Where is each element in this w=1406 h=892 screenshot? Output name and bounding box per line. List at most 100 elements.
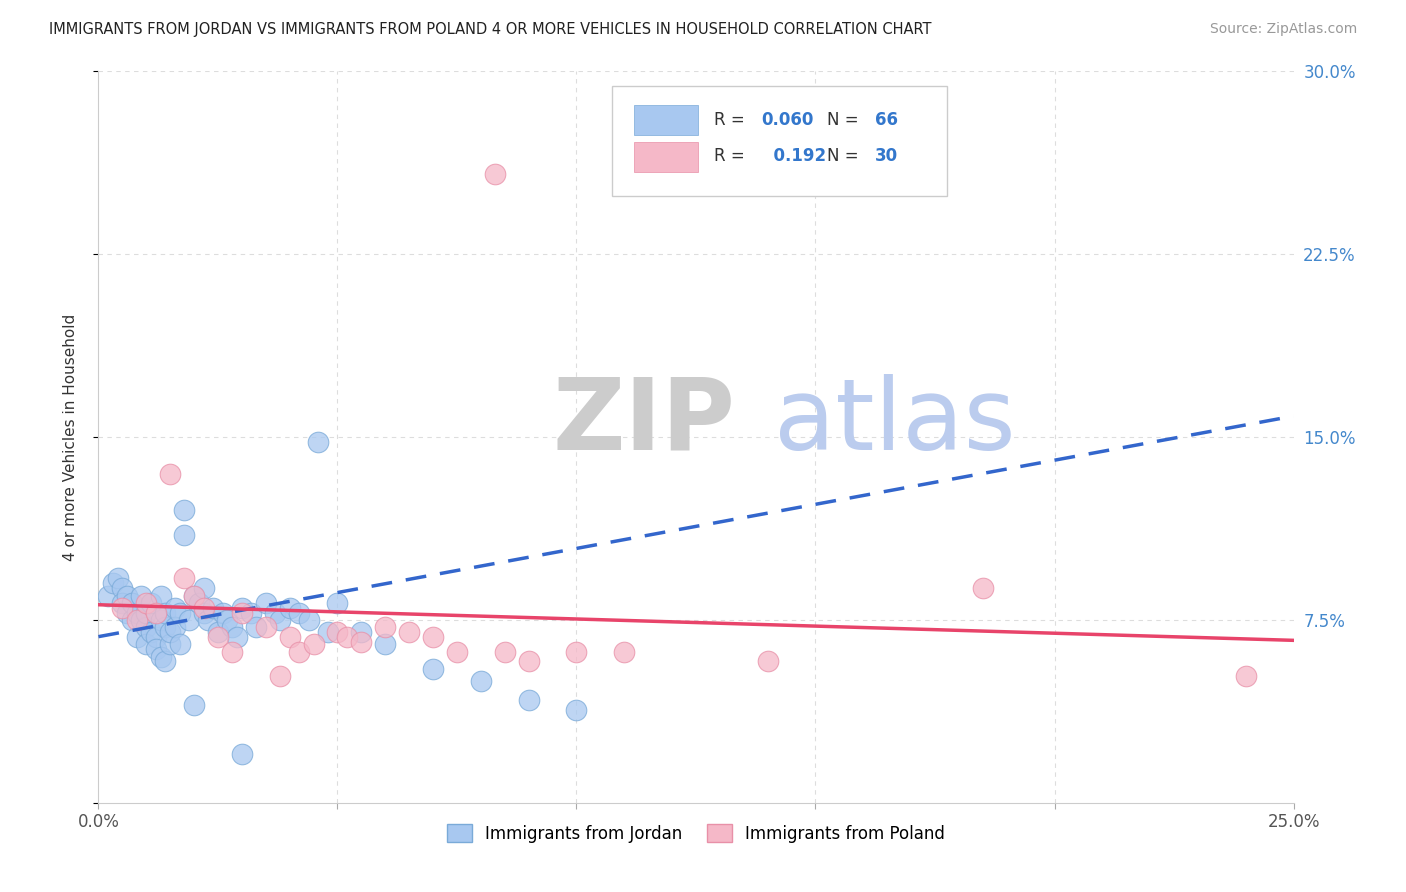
Point bbox=[135, 637, 157, 651]
FancyBboxPatch shape bbox=[634, 105, 699, 135]
Point bbox=[173, 572, 195, 586]
Point bbox=[121, 596, 143, 610]
Point bbox=[231, 747, 253, 761]
Point bbox=[828, 161, 851, 176]
Legend: Immigrants from Jordan, Immigrants from Poland: Immigrants from Jordan, Immigrants from … bbox=[440, 818, 952, 849]
Point bbox=[173, 527, 195, 541]
Point bbox=[374, 637, 396, 651]
Point bbox=[350, 635, 373, 649]
Point bbox=[131, 613, 153, 627]
Point bbox=[183, 589, 205, 603]
Point bbox=[169, 606, 191, 620]
Point bbox=[135, 620, 157, 634]
Point bbox=[187, 596, 209, 610]
FancyBboxPatch shape bbox=[634, 142, 699, 171]
Point bbox=[1234, 669, 1257, 683]
FancyBboxPatch shape bbox=[613, 86, 948, 195]
Point bbox=[231, 600, 253, 615]
Point bbox=[278, 600, 301, 615]
Point bbox=[145, 606, 167, 620]
Point bbox=[135, 596, 157, 610]
Text: R =: R = bbox=[714, 111, 749, 128]
Point bbox=[254, 620, 277, 634]
Point bbox=[197, 613, 219, 627]
Point bbox=[302, 637, 325, 651]
Point bbox=[131, 589, 153, 603]
Point bbox=[159, 625, 181, 640]
Point bbox=[374, 620, 396, 634]
Point bbox=[183, 698, 205, 713]
Point bbox=[179, 613, 201, 627]
Point bbox=[139, 625, 162, 640]
Point bbox=[565, 645, 588, 659]
Point bbox=[125, 606, 148, 620]
Point bbox=[326, 625, 349, 640]
Point bbox=[307, 434, 329, 449]
Point bbox=[226, 630, 249, 644]
Point bbox=[278, 630, 301, 644]
Point bbox=[422, 662, 444, 676]
Point bbox=[422, 630, 444, 644]
Point bbox=[101, 576, 124, 591]
Point bbox=[240, 606, 263, 620]
Point bbox=[972, 581, 994, 595]
Point bbox=[97, 589, 120, 603]
Point bbox=[149, 589, 172, 603]
Point bbox=[211, 606, 233, 620]
Point bbox=[159, 637, 181, 651]
Point bbox=[484, 167, 506, 181]
Point bbox=[193, 581, 215, 595]
Point bbox=[565, 703, 588, 717]
Text: N =: N = bbox=[827, 147, 865, 165]
Point bbox=[288, 645, 311, 659]
Text: ZIP: ZIP bbox=[553, 374, 735, 471]
Point bbox=[231, 606, 253, 620]
Point bbox=[125, 613, 148, 627]
Point bbox=[159, 467, 181, 481]
Point bbox=[149, 649, 172, 664]
Point bbox=[111, 600, 134, 615]
Point bbox=[121, 613, 143, 627]
Point bbox=[115, 606, 138, 620]
Text: atlas: atlas bbox=[773, 374, 1015, 471]
Point bbox=[115, 589, 138, 603]
Point bbox=[193, 600, 215, 615]
Point bbox=[398, 625, 420, 640]
Point bbox=[125, 630, 148, 644]
Point bbox=[494, 645, 516, 659]
Point bbox=[336, 630, 359, 644]
Point bbox=[326, 596, 349, 610]
Text: N =: N = bbox=[827, 111, 865, 128]
Point bbox=[155, 606, 177, 620]
Point bbox=[155, 654, 177, 668]
Text: Source: ZipAtlas.com: Source: ZipAtlas.com bbox=[1209, 22, 1357, 37]
Point bbox=[316, 625, 339, 640]
Point bbox=[207, 625, 229, 640]
Point bbox=[111, 596, 134, 610]
Point bbox=[145, 642, 167, 657]
Point bbox=[517, 654, 540, 668]
Point bbox=[107, 572, 129, 586]
Point bbox=[149, 613, 172, 627]
Point bbox=[217, 613, 239, 627]
Text: 30: 30 bbox=[876, 147, 898, 165]
Point bbox=[221, 620, 243, 634]
Point bbox=[145, 630, 167, 644]
Point bbox=[183, 589, 205, 603]
Point bbox=[221, 645, 243, 659]
Point bbox=[202, 600, 225, 615]
Text: IMMIGRANTS FROM JORDAN VS IMMIGRANTS FROM POLAND 4 OR MORE VEHICLES IN HOUSEHOLD: IMMIGRANTS FROM JORDAN VS IMMIGRANTS FRO… bbox=[49, 22, 932, 37]
Point bbox=[613, 645, 636, 659]
Point bbox=[207, 630, 229, 644]
Point bbox=[254, 596, 277, 610]
Point bbox=[173, 503, 195, 517]
Point bbox=[163, 600, 186, 615]
Point bbox=[163, 620, 186, 634]
Point bbox=[446, 645, 468, 659]
Point bbox=[139, 596, 162, 610]
Point bbox=[298, 613, 321, 627]
Point bbox=[350, 625, 373, 640]
Text: R =: R = bbox=[714, 147, 749, 165]
Point bbox=[135, 606, 157, 620]
Point bbox=[269, 669, 291, 683]
